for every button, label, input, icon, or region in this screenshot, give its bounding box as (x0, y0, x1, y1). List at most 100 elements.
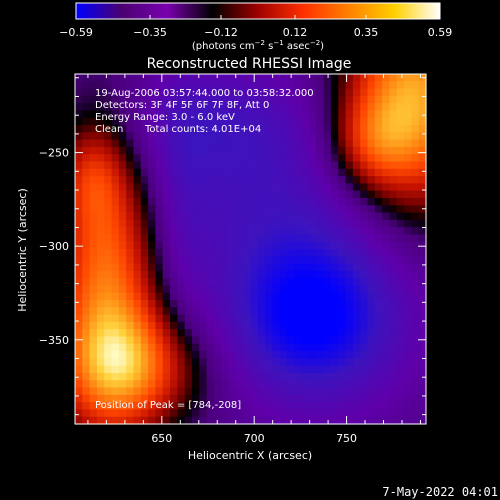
heatmap-cell (411, 197, 420, 206)
heatmap-cell (360, 416, 369, 425)
heatmap-cell (309, 321, 317, 330)
heatmap-cell (89, 270, 98, 279)
heatmap-cell (272, 183, 281, 192)
heatmap-cell (221, 74, 230, 82)
heatmap-cell (316, 314, 325, 323)
heatmap-cell (367, 292, 376, 301)
heatmap-cell (338, 161, 347, 170)
heatmap-cell (404, 256, 412, 265)
heatmap-cell (162, 416, 171, 425)
heatmap-cell (309, 125, 317, 133)
heatmap-cell (367, 256, 376, 265)
heatmap-cell (126, 139, 135, 148)
heatmap-cell (323, 161, 332, 170)
heatmap-cell (257, 387, 266, 396)
heatmap-cell (309, 329, 317, 338)
colorbar: −0.59 −0.35 −0.12 0.12 0.35 0.59 (photons cm−… (59, 2, 452, 52)
heatmap-cell (228, 205, 237, 214)
heatmap-cell (192, 380, 200, 389)
heatmap-cell (330, 176, 339, 184)
heatmap-cell (330, 249, 339, 257)
heatmap-cell (287, 380, 295, 389)
heatmap-cell (243, 103, 252, 112)
heatmap-cell (411, 161, 420, 170)
heatmap-cell (257, 234, 266, 243)
heatmap-cell (374, 270, 383, 279)
heatmap-cell (170, 205, 178, 214)
heatmap-cell (250, 88, 259, 97)
heatmap-cell (140, 88, 149, 97)
heatmap-cell (360, 183, 369, 192)
heatmap-cell (404, 358, 412, 367)
heatmap-cell (235, 146, 244, 155)
heatmap-cell (133, 300, 142, 308)
heatmap-cell (374, 416, 383, 425)
heatmap-cell (243, 146, 252, 155)
heatmap-cell (104, 81, 113, 90)
heatmap-cell (75, 321, 83, 330)
heatmap-cell (155, 256, 164, 265)
heatmap-cell (75, 234, 83, 243)
heatmap-cell (294, 110, 303, 119)
heatmap-cell (221, 321, 230, 330)
heatmap-cell (111, 234, 120, 243)
heatmap-cell (89, 372, 98, 381)
heatmap-cell (235, 394, 244, 403)
heatmap-cell (374, 146, 383, 155)
heatmap-cell (82, 183, 91, 192)
heatmap-cell (140, 314, 149, 323)
heatmap-cell (338, 234, 347, 243)
heatmap-cell (411, 380, 420, 389)
heatmap-cell (184, 234, 193, 243)
heatmap-cell (162, 161, 171, 170)
heatmap-cell (199, 146, 208, 155)
heatmap-cell (228, 154, 237, 163)
heatmap-cell (330, 88, 339, 97)
heatmap-cell (360, 219, 369, 228)
y-tick-label: −350 (39, 334, 69, 347)
heatmap-cell (89, 343, 98, 352)
heatmap-cell (213, 117, 222, 126)
heatmap-cell (323, 176, 332, 184)
heatmap-cell (360, 292, 369, 301)
heatmap-cell (309, 270, 317, 279)
heatmap-cell (338, 321, 347, 330)
heatmap-cell (148, 387, 157, 396)
heatmap-cell (104, 95, 113, 104)
heatmap-cell (170, 249, 178, 257)
heatmap-cell (301, 358, 310, 367)
heatmap-cell (382, 343, 391, 352)
heatmap-cell (316, 95, 325, 104)
heatmap-cell (213, 227, 222, 236)
heatmap-cell (294, 197, 303, 206)
heatmap-cell (96, 372, 105, 381)
heatmap-cell (206, 103, 215, 112)
heatmap-cell (287, 103, 295, 112)
heatmap-cell (82, 329, 91, 338)
heatmap-cell (148, 241, 157, 250)
heatmap-cell (155, 307, 164, 316)
heatmap-cell (155, 205, 164, 214)
heatmap-cell (316, 416, 325, 425)
heatmap-cell (118, 358, 127, 367)
heatmap-cell (265, 416, 274, 425)
heatmap-cell (374, 394, 383, 403)
heatmap-cell (250, 183, 259, 192)
heatmap-cell (82, 74, 91, 82)
heatmap-cell (309, 372, 317, 381)
heatmap-cell (287, 278, 295, 287)
heatmap-cell (396, 380, 405, 389)
heatmap-cell (126, 372, 135, 381)
x-tick-label: 700 (244, 432, 265, 445)
heatmap-cell (199, 387, 208, 396)
heatmap-cell (184, 227, 193, 236)
heatmap-cell (184, 88, 193, 97)
heatmap-cell (170, 95, 178, 104)
heatmap-cell (118, 249, 127, 257)
heatmap-cell (96, 161, 105, 170)
heatmap-cell (294, 256, 303, 265)
heatmap-cell (192, 416, 200, 425)
heatmap-cell (126, 227, 135, 236)
heatmap-cell (287, 212, 295, 221)
